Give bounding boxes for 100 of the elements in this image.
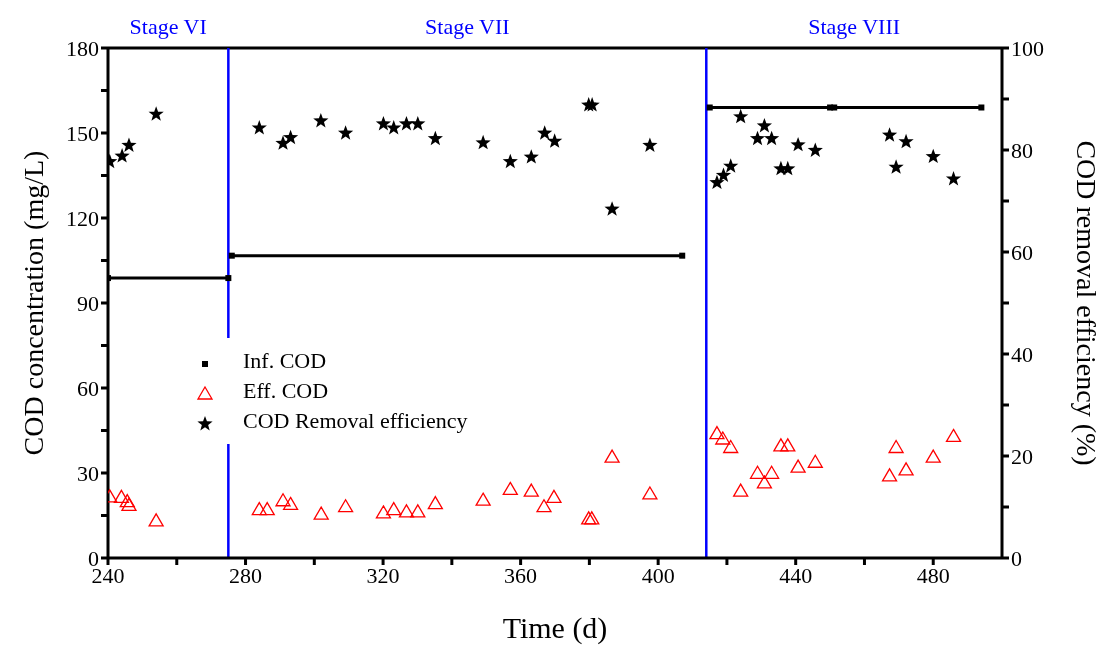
point (642, 137, 658, 152)
point (715, 431, 731, 445)
point (375, 505, 392, 519)
point (119, 493, 135, 508)
text: Stage VIII (808, 14, 901, 39)
point (410, 115, 426, 131)
point (410, 504, 426, 518)
point (715, 167, 732, 182)
point (780, 160, 796, 176)
y-axis-title: COD concentration (mg/L) (17, 150, 49, 456)
point (313, 506, 329, 520)
point (251, 501, 267, 516)
y2-tick-label: 100 (1011, 35, 1044, 61)
point (604, 449, 620, 463)
point (790, 136, 806, 152)
point (259, 501, 275, 516)
point (523, 149, 539, 164)
point (790, 459, 806, 473)
point (807, 142, 823, 157)
point (502, 481, 518, 496)
point (251, 120, 267, 135)
x-tick-label: 480 (916, 562, 950, 588)
x-tick-label: 320 (366, 562, 400, 588)
y2-tick-label: 0 (1011, 545, 1022, 571)
point (475, 492, 491, 506)
point (475, 134, 491, 150)
point (225, 275, 232, 282)
y-tick-label: 30 (77, 460, 99, 486)
point (733, 108, 749, 124)
point (228, 252, 235, 259)
point (427, 495, 443, 510)
point (427, 130, 443, 146)
y-tick-label: 180 (66, 35, 99, 61)
point (898, 462, 914, 476)
point (642, 486, 658, 500)
point (604, 201, 620, 216)
point (888, 159, 904, 174)
x-tick-label: 360 (504, 562, 538, 588)
point (888, 439, 904, 454)
point (764, 130, 780, 146)
point (523, 483, 539, 497)
point (114, 148, 130, 163)
y2-tick-label: 40 (1011, 341, 1033, 367)
point (709, 174, 725, 190)
point (881, 468, 898, 482)
x-tick-label: 440 (779, 562, 813, 588)
point (313, 112, 329, 128)
point (831, 104, 838, 111)
point (679, 252, 686, 259)
y2-tick-label: 80 (1011, 137, 1033, 163)
legend-label: Inf. COD (243, 348, 327, 373)
point (756, 118, 773, 133)
point (386, 120, 402, 135)
point (398, 504, 415, 518)
y-tick-label: 150 (66, 120, 99, 146)
x-tick-label: 400 (641, 562, 675, 588)
point (537, 125, 553, 140)
point (709, 425, 725, 440)
point (546, 489, 562, 504)
point (723, 439, 739, 454)
point (749, 465, 766, 479)
y-tick-label: 90 (77, 290, 99, 316)
y2-axis-title: COD removal efficiency (%) (1071, 140, 1103, 466)
point (337, 499, 354, 513)
point (282, 129, 299, 145)
point (978, 104, 985, 111)
point (773, 438, 789, 452)
point (536, 499, 552, 513)
point (386, 501, 402, 516)
point (398, 115, 415, 131)
point (945, 171, 962, 186)
text: Stage VII (425, 14, 510, 39)
point (749, 130, 766, 146)
point (881, 127, 898, 142)
point (121, 497, 137, 511)
legend-label: Eff. COD (243, 378, 329, 403)
legend-label: COD Removal efficiency (243, 408, 468, 433)
point (925, 148, 941, 164)
x-axis-title: Time (d) (502, 611, 608, 645)
point (547, 133, 563, 148)
point (282, 496, 299, 511)
y2-tick-label: 60 (1011, 239, 1033, 265)
point (275, 493, 291, 507)
point (121, 137, 137, 152)
point (148, 513, 164, 527)
point (925, 449, 941, 463)
point (898, 133, 914, 149)
point (723, 158, 739, 173)
point (275, 135, 291, 150)
point (756, 475, 773, 489)
point (780, 438, 796, 452)
y-tick-label: 120 (66, 205, 99, 231)
point (337, 125, 354, 140)
y2-tick-label: 20 (1011, 443, 1033, 469)
y-tick-label: 60 (77, 375, 99, 401)
point (763, 465, 780, 479)
point (148, 106, 164, 121)
point (807, 454, 823, 468)
text: Stage VI (129, 14, 207, 39)
point (706, 104, 713, 111)
